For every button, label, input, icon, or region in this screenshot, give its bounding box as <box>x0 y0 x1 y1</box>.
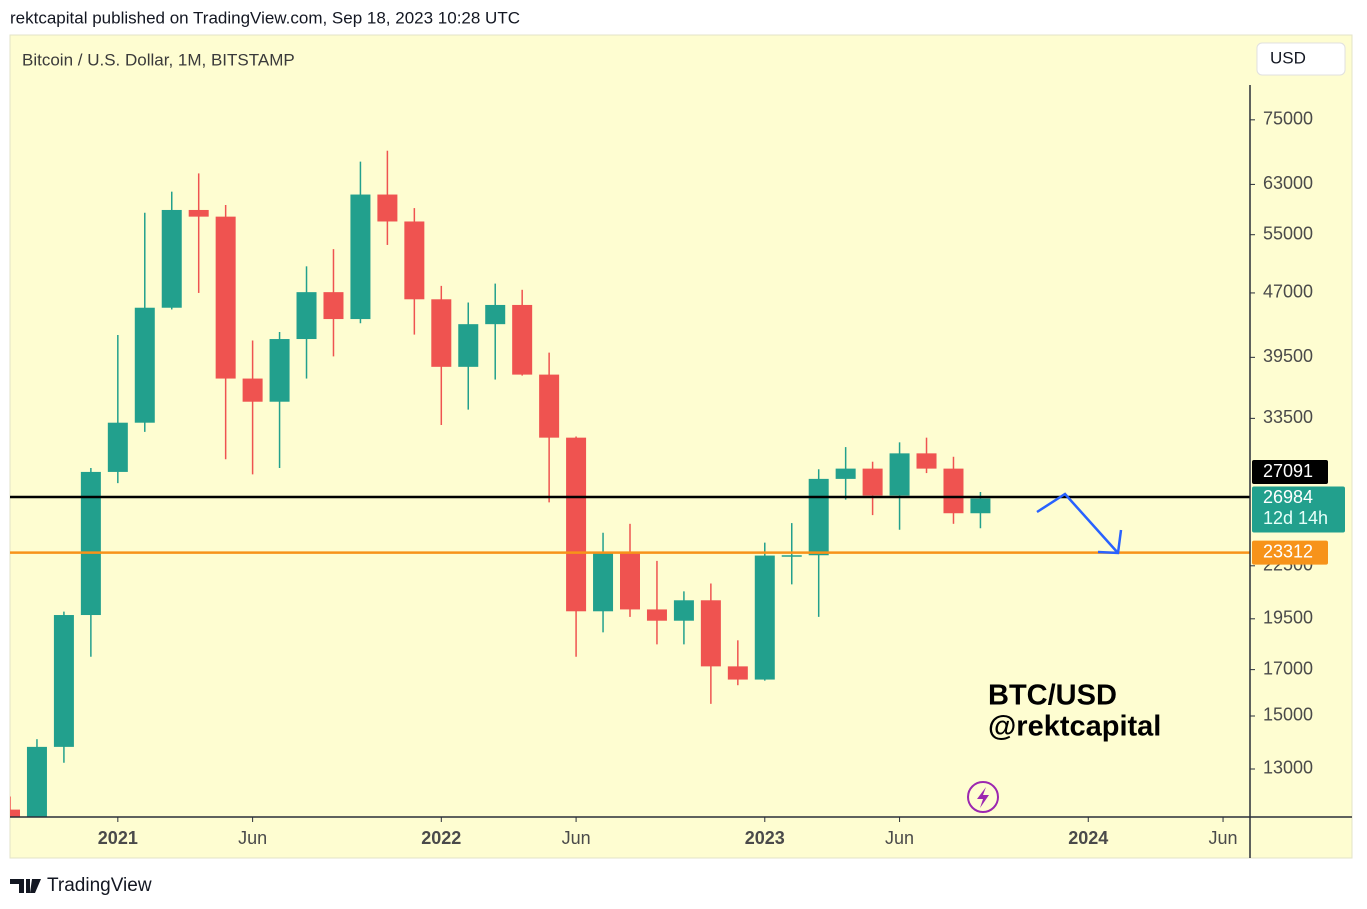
chart-title: Bitcoin / U.S. Dollar, 1M, BITSTAMP <box>22 50 295 69</box>
candle-body <box>431 299 452 367</box>
footer-logo <box>10 879 41 893</box>
candle-body <box>620 552 640 610</box>
price-lines <box>10 495 1250 554</box>
x-tick-label: 2022 <box>421 828 461 848</box>
price-badge-label: 27091 <box>1263 461 1313 481</box>
x-tick-label: Jun <box>562 828 591 848</box>
y-tick-label: 47000 <box>1263 282 1313 302</box>
candle-body <box>215 216 236 379</box>
candle-body <box>161 209 182 308</box>
candle-body <box>889 453 910 496</box>
currency-label[interactable]: USD <box>1270 48 1306 67</box>
tick-layer: 1300015000170001950022500335003950047000… <box>98 109 1313 848</box>
candle-body <box>835 468 856 479</box>
candle-body <box>350 194 371 320</box>
countdown-label: 12d 14h <box>1263 508 1328 528</box>
candle-body <box>485 304 506 325</box>
x-tick-label: Jun <box>885 828 914 848</box>
chart-background <box>9 34 1353 859</box>
arrow-path <box>1036 492 1119 554</box>
y-tick-label: 13000 <box>1263 758 1313 778</box>
candle-body <box>458 324 479 367</box>
candle-body <box>188 209 209 217</box>
price-badge <box>1252 460 1328 485</box>
candle-body <box>10 809 20 817</box>
annotation: @rektcapital <box>988 711 1161 743</box>
candle-body <box>539 374 560 438</box>
candle-body <box>107 422 128 472</box>
y-tick-label: 15000 <box>1263 705 1313 725</box>
candle-body <box>943 468 964 514</box>
candle-body <box>673 600 694 621</box>
candle-body <box>862 468 883 496</box>
currency-button[interactable] <box>1256 42 1346 76</box>
price-badge <box>1252 540 1328 565</box>
candle-body <box>727 666 748 680</box>
lightning-icon <box>967 781 999 813</box>
y-tick-label: 75000 <box>1263 109 1313 129</box>
candle-body <box>404 221 425 300</box>
candle-body <box>646 609 667 621</box>
y-tick-label: 17000 <box>1263 658 1313 678</box>
x-tick-label: Jun <box>1209 828 1238 848</box>
arrow-head <box>1097 529 1123 555</box>
x-tick-label: 2021 <box>98 828 138 848</box>
candle-body <box>242 378 263 402</box>
candle-body <box>53 615 74 747</box>
last-price-label: 26984 <box>1263 487 1313 507</box>
candle-body <box>26 746 47 817</box>
candle-body <box>377 194 398 222</box>
y-tick-label: 19500 <box>1263 608 1313 628</box>
candle-body <box>323 292 344 320</box>
footer: TradingView <box>47 875 152 896</box>
header: rektcapital published on TradingView.com… <box>10 8 520 27</box>
y-tick-label: 55000 <box>1263 223 1313 243</box>
candles <box>10 150 991 817</box>
y-tick-label: 63000 <box>1263 173 1313 193</box>
candle-body <box>754 555 775 680</box>
y-tick-label: 39500 <box>1263 346 1313 366</box>
x-tick-label: 2024 <box>1068 828 1108 848</box>
logo-mark <box>10 879 41 893</box>
projection-arrow <box>1036 492 1123 555</box>
candle-body <box>512 304 533 375</box>
candle-body <box>593 552 614 612</box>
candle-body <box>916 453 937 469</box>
candle-body <box>970 498 991 514</box>
candle-body <box>269 339 290 402</box>
candle-body <box>566 437 587 612</box>
icon-bolt <box>977 787 989 808</box>
annotation: BTC/USD <box>988 680 1117 712</box>
icon-circle <box>967 781 999 813</box>
candle-body <box>781 555 802 557</box>
last-price-badge <box>1252 486 1345 533</box>
x-tick-label: 2023 <box>745 828 785 848</box>
price-badge-label: 23312 <box>1263 541 1313 561</box>
candle-body <box>700 600 721 667</box>
candle-body <box>80 471 101 616</box>
candle-body <box>808 478 829 556</box>
x-tick-label: Jun <box>238 828 267 848</box>
candle-body <box>134 307 155 423</box>
candle-body <box>296 292 317 340</box>
y-tick-label: 33500 <box>1263 407 1313 427</box>
